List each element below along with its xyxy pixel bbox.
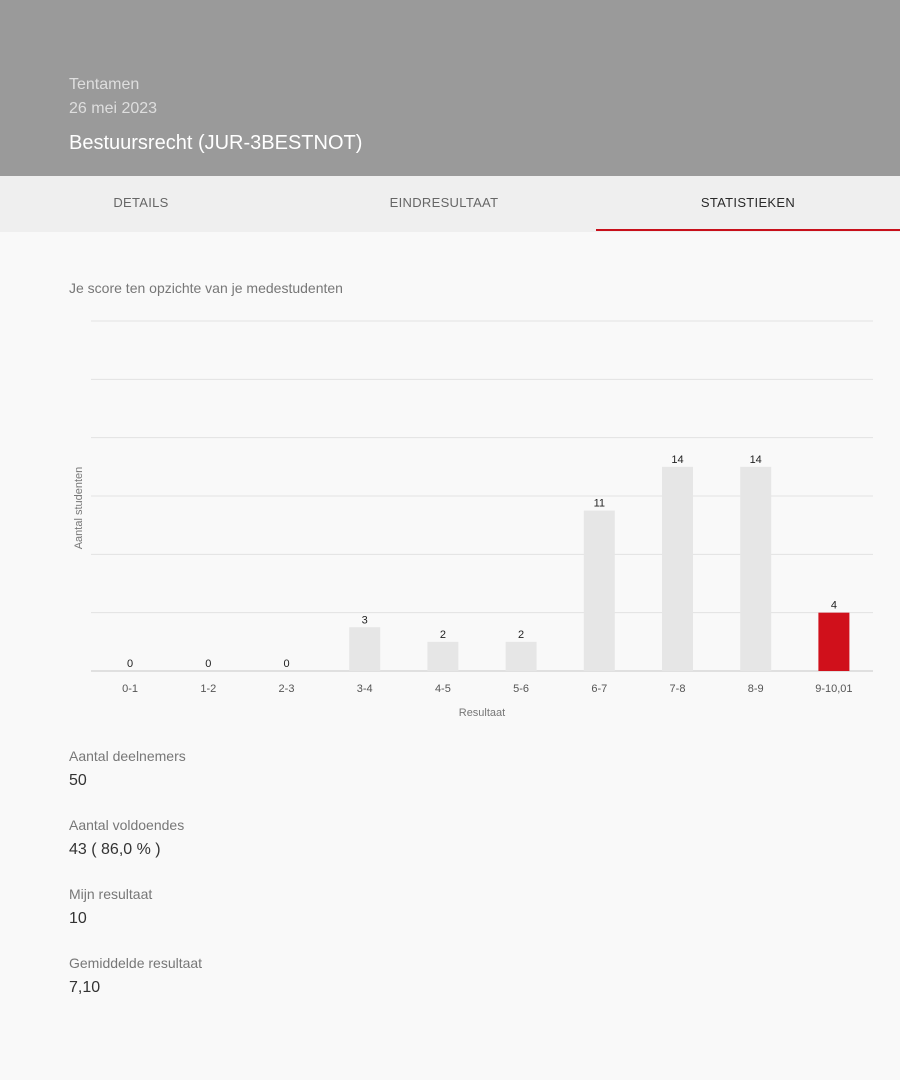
- course-title: Bestuursrecht (JUR-3BESTNOT): [69, 132, 363, 154]
- bar-value-label: 0: [205, 658, 211, 670]
- bar-value-label: 0: [283, 658, 289, 670]
- bar-5-6: [505, 641, 537, 671]
- bar-6-7: [583, 510, 615, 671]
- x-tick-label: 3-4: [357, 683, 373, 695]
- participants-value: 50: [69, 772, 87, 789]
- x-tick-label: 8-9: [748, 683, 764, 695]
- x-axis-title: Resultaat: [459, 707, 505, 719]
- x-tick-label: 9-10,01: [815, 683, 852, 695]
- bar-value-label: 4: [831, 600, 837, 612]
- tab-eindresultaat[interactable]: EINDRESULTAAT: [389, 195, 499, 210]
- bar-4-5: [427, 641, 459, 671]
- tab-bar: DETAILS EINDRESULTAAT STATISTIEKEN: [0, 176, 900, 232]
- x-tick-label: 4-5: [435, 683, 451, 695]
- my-result-label: Mijn resultaat: [69, 886, 153, 902]
- bar-3-4: [349, 627, 381, 671]
- x-tick-label: 7-8: [670, 683, 686, 695]
- bar-value-label: 0: [127, 658, 133, 670]
- bar-value-label: 3: [362, 614, 368, 626]
- chart-intro-text: Je score ten opzichte van je medestudent…: [69, 280, 343, 296]
- active-tab-indicator: [596, 229, 900, 231]
- passes-label: Aantal voldoendes: [69, 817, 185, 833]
- bar-value-label: 14: [750, 454, 762, 466]
- x-tick-label: 1-2: [200, 683, 216, 695]
- x-tick-label: 0-1: [122, 683, 138, 695]
- tab-details[interactable]: DETAILS: [113, 195, 169, 210]
- bar-value-label: 14: [671, 454, 683, 466]
- my-result-value: 10: [69, 910, 87, 927]
- y-axis-title: Aantal studenten: [73, 467, 85, 550]
- bar-9-10,01: [818, 612, 850, 671]
- average-result-value: 7,10: [69, 979, 101, 996]
- participants-label: Aantal deelnemers: [69, 748, 186, 764]
- exam-type: Tentamen: [69, 76, 140, 93]
- bar-7-8: [662, 466, 693, 671]
- average-result-label: Gemiddelde resultaat: [69, 955, 203, 971]
- bar-value-label: 2: [518, 629, 524, 641]
- tab-statistieken[interactable]: STATISTIEKEN: [700, 195, 796, 210]
- x-tick-label: 5-6: [513, 683, 529, 695]
- bar-value-label: 11: [594, 498, 605, 510]
- exam-header: Tentamen 26 mei 2023 Bestuursrecht (JUR-…: [0, 0, 900, 176]
- x-tick-label: 2-3: [279, 683, 295, 695]
- bar-8-9: [740, 466, 772, 671]
- exam-date: 26 mei 2023: [69, 100, 158, 117]
- passes-value: 43 ( 86,0 % ): [69, 841, 161, 858]
- results-bar-chart: 0 0-1 0 1-2 0 2-3 3 3-4 2 4-5 2 5-6 11 6-7 14 7-8 14 8-9 4…: [73, 320, 873, 719]
- bar-value-label: 2: [440, 629, 446, 641]
- x-tick-label: 6-7: [591, 683, 607, 695]
